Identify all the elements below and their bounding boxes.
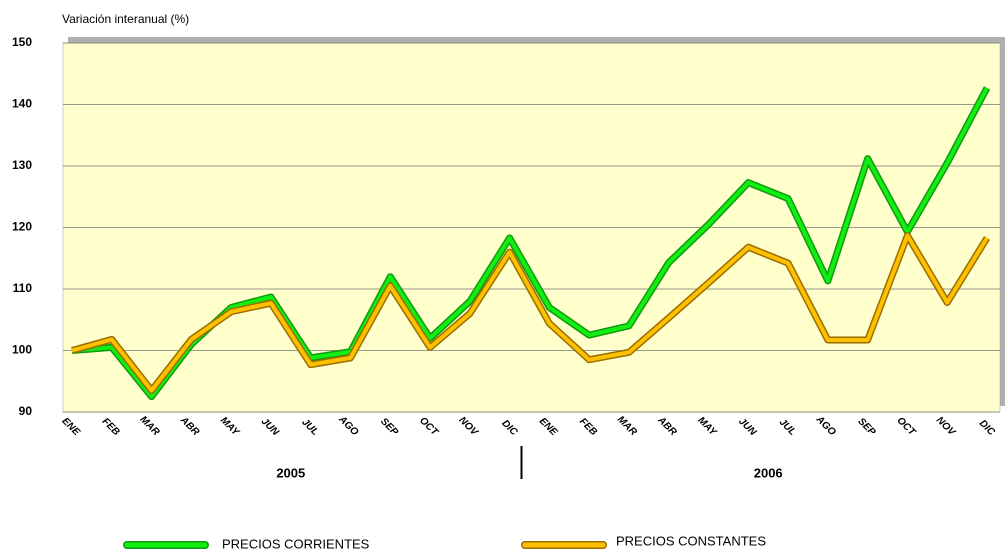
x-tick-label: DIC (499, 418, 520, 439)
x-tick-label: OCT (417, 415, 440, 438)
y-tick-label: 150 (12, 35, 32, 49)
y-tick-label: 100 (12, 343, 32, 357)
x-group-label: 2006 (754, 465, 783, 480)
y-tick-label: 120 (12, 220, 32, 234)
y-tick-label: 110 (13, 281, 33, 295)
x-tick-label: AGO (336, 413, 361, 438)
y-tick-label: 90 (19, 404, 33, 418)
x-tick-label: JUL (299, 417, 320, 438)
x-tick-label: FEB (100, 416, 122, 438)
y-axis-title: Variación interanual (%) (62, 12, 189, 26)
x-tick-label: SEP (378, 416, 400, 438)
series-line (71, 233, 989, 393)
x-tick-label: DIC (977, 418, 998, 439)
x-tick-label: MAY (218, 415, 242, 439)
x-tick-label: ABR (177, 414, 201, 438)
x-tick-label: JUN (259, 416, 281, 438)
x-tick-label: ENE (59, 416, 82, 439)
x-tick-label: ABR (655, 414, 679, 438)
x-tick-label: NOV (934, 415, 958, 439)
x-tick-label: MAY (695, 415, 719, 439)
x-tick-label: OCT (895, 415, 918, 438)
y-tick-label: 130 (12, 158, 32, 172)
x-tick-label: ENE (537, 416, 560, 439)
x-tick-label: AGO (813, 413, 838, 438)
x-tick-label: MAR (615, 414, 639, 438)
x-tick-label: NOV (457, 415, 481, 439)
legend-label: PRECIOS CORRIENTES (222, 536, 370, 551)
y-tick-label: 140 (12, 97, 32, 111)
x-group-label: 2005 (276, 465, 305, 480)
x-tick-label: JUL (777, 417, 798, 438)
x-tick-label: JUN (736, 416, 758, 438)
x-tick-label: MAR (137, 414, 161, 438)
x-tick-label: FEB (577, 416, 599, 438)
legend-label: PRECIOS CONSTANTES (616, 533, 766, 548)
x-tick-label: SEP (856, 416, 878, 438)
